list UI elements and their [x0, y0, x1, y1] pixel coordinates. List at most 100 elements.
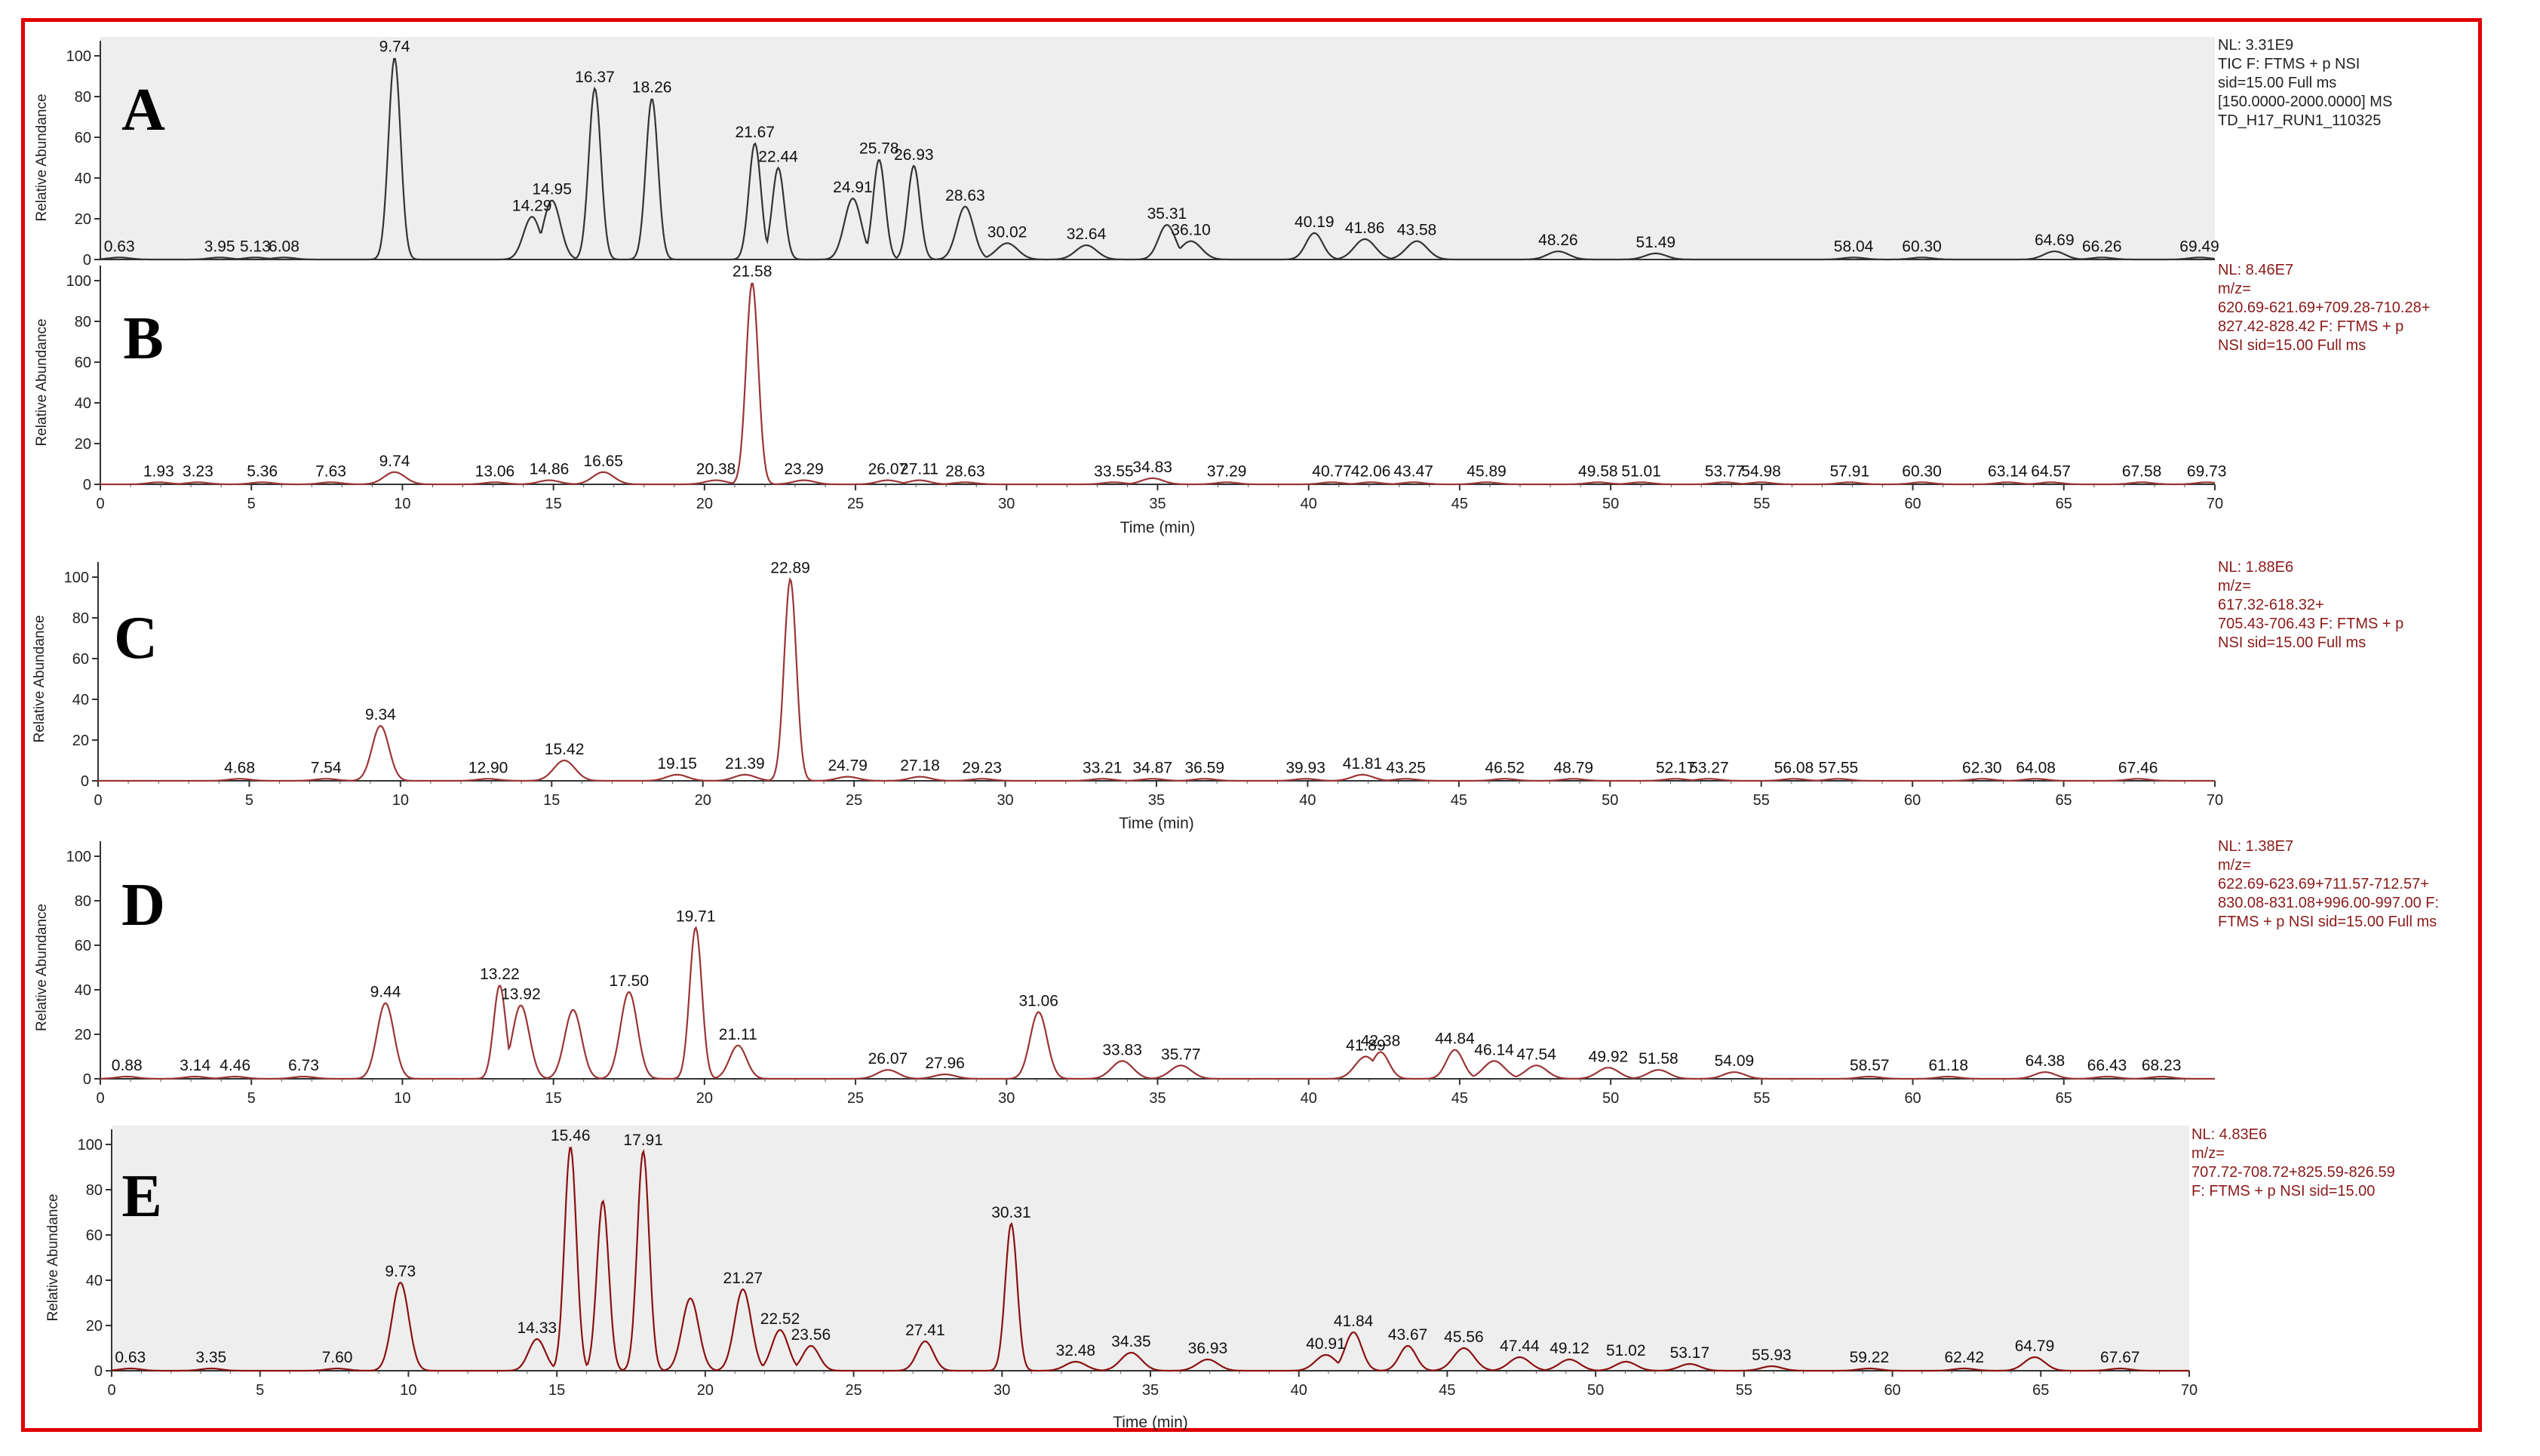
peak-label: 9.44	[370, 984, 401, 1001]
panel-letter: D	[121, 872, 165, 938]
x-tick-label: 35	[1149, 1090, 1166, 1107]
panel-d: 0 20 40 60 80 100 Relative Abundance 0 5 10 15 20 25…	[34, 838, 2439, 1107]
y-tick-label: 20	[86, 1318, 103, 1335]
peak-label: 55.93	[1752, 1347, 1792, 1364]
peak-label: 67.58	[2122, 462, 2162, 480]
peak-label: 43.25	[1386, 759, 1426, 776]
peak-label: 13.22	[480, 966, 520, 983]
y-tick-label: 80	[75, 893, 91, 910]
peak-label: 51.02	[1606, 1342, 1646, 1359]
peak-label: 64.79	[2015, 1338, 2055, 1355]
peak-label: 42.38	[1361, 1033, 1401, 1050]
x-tick-label: 55	[1753, 792, 1770, 809]
x-tick-label: 40	[1301, 496, 1317, 512]
peak-label: 4.46	[220, 1057, 250, 1074]
peak-label: 5.13	[240, 238, 271, 255]
x-tick-label: 70	[2207, 792, 2223, 809]
chromatogram-trace	[111, 1147, 2189, 1372]
peak-label: 22.89	[770, 560, 810, 577]
x-tick-label: 10	[392, 792, 409, 809]
x-tick-label: 50	[1602, 792, 1618, 809]
peak-label: 7.63	[315, 462, 346, 480]
peak-label: 49.12	[1549, 1340, 1589, 1357]
info-line: 705.43-706.43 F: FTMS + p	[2218, 616, 2403, 632]
info-line: TD_H17_RUN1_110325	[2218, 112, 2381, 129]
x-tick-label: 20	[695, 792, 711, 809]
y-tick-label: 40	[75, 170, 91, 187]
info-line: FTMS + p NSI sid=15.00 Full ms	[2218, 914, 2437, 930]
x-tick-label: 35	[1149, 496, 1166, 512]
y-tick-label: 80	[72, 610, 89, 627]
info-line: NSI sid=15.00 Full ms	[2218, 634, 2366, 651]
x-tick-label: 65	[2056, 1090, 2072, 1107]
info-line: F: FTMS + p NSI sid=15.00	[2191, 1183, 2375, 1200]
peak-label: 28.63	[945, 187, 985, 204]
peak-label: 22.44	[758, 149, 798, 166]
x-tick-label: 35	[1142, 1382, 1159, 1399]
peak-label: 32.64	[1067, 226, 1107, 243]
plot-background	[112, 1126, 2189, 1371]
chromatogram-trace	[100, 57, 2216, 261]
info-line: 830.08-831.08+996.00-997.00 F:	[2218, 895, 2439, 911]
peak-label: 40.19	[1295, 213, 1334, 231]
info-line: 622.69-623.69+711.57-712.57+	[2218, 876, 2429, 892]
peak-label: 17.50	[609, 972, 649, 990]
peak-label: 39.93	[1285, 759, 1325, 776]
peak-label: 47.44	[1500, 1338, 1540, 1355]
peak-label: 52.17	[1656, 759, 1696, 776]
x-tick-label: 5	[247, 1090, 256, 1107]
y-tick-label: 100	[66, 849, 91, 865]
peak-label: 40.77	[1312, 462, 1352, 480]
peak-label: 21.39	[725, 755, 765, 773]
peak-label: 6.08	[269, 238, 299, 255]
peak-label: 41.81	[1343, 755, 1383, 773]
y-tick-label: 0	[81, 773, 89, 790]
peak-label: 34.83	[1132, 459, 1172, 476]
x-tick-label: 50	[1602, 1090, 1619, 1107]
y-axis-label: Relative Abundance	[32, 615, 48, 742]
peak-label: 41.84	[1334, 1313, 1374, 1330]
peak-label: 57.91	[1830, 462, 1870, 480]
peak-label: 3.23	[183, 462, 213, 480]
info-line: m/z=	[2191, 1145, 2225, 1162]
x-tick-label: 0	[94, 792, 102, 809]
x-tick-label: 65	[2032, 1382, 2049, 1399]
peak-label: 9.74	[379, 38, 410, 56]
y-tick-label: 0	[94, 1363, 103, 1380]
peak-label: 33.21	[1083, 759, 1123, 776]
x-tick-label: 0	[107, 1382, 115, 1399]
x-axis-label: Time (min)	[1119, 815, 1194, 832]
peak-label: 9.73	[385, 1263, 416, 1280]
x-tick-label: 65	[2055, 792, 2072, 809]
panel-letter: C	[114, 605, 158, 671]
info-line: m/z=	[2218, 857, 2251, 874]
peak-label: 14.95	[532, 181, 572, 198]
panel-a: 0 20 40 60 80 100 Relative Abundance 0.63 3.95 5.…	[34, 37, 2392, 269]
peak-label: 25.78	[859, 140, 899, 158]
peak-label: 61.18	[1929, 1057, 1969, 1074]
panel-letter: B	[123, 306, 163, 372]
peak-label: 0.63	[115, 1349, 146, 1366]
x-tick-label: 15	[543, 792, 560, 809]
peak-label: 43.58	[1397, 222, 1437, 239]
y-tick-label: 60	[72, 651, 89, 668]
y-tick-label: 0	[83, 477, 91, 493]
peak-label: 13.92	[501, 986, 541, 1003]
x-tick-label: 45	[1451, 496, 1468, 512]
x-tick-label: 55	[1753, 496, 1770, 512]
peak-label: 64.08	[2016, 759, 2056, 776]
peak-label: 23.29	[784, 461, 824, 478]
x-tick-label: 60	[1904, 1090, 1921, 1107]
x-tick-label: 55	[1736, 1382, 1752, 1399]
x-tick-label: 30	[997, 792, 1013, 809]
peak-label: 23.56	[791, 1326, 831, 1344]
peak-label: 0.88	[112, 1057, 143, 1074]
panel-e: 0 20 40 60 80 100 Relative Abundance 0 5 10 15 20 25…	[45, 1126, 2395, 1431]
peak-label: 43.47	[1393, 462, 1433, 480]
x-tick-label: 70	[2181, 1382, 2198, 1399]
x-tick-label: 25	[847, 496, 864, 512]
peak-label: 32.48	[1056, 1342, 1096, 1359]
x-tick-label: 15	[545, 496, 562, 512]
chromatogram-trace	[98, 576, 2215, 782]
